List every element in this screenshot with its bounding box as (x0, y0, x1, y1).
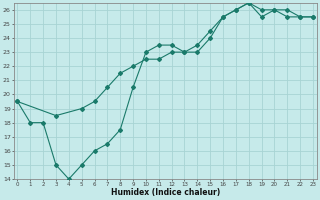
X-axis label: Humidex (Indice chaleur): Humidex (Indice chaleur) (111, 188, 220, 197)
